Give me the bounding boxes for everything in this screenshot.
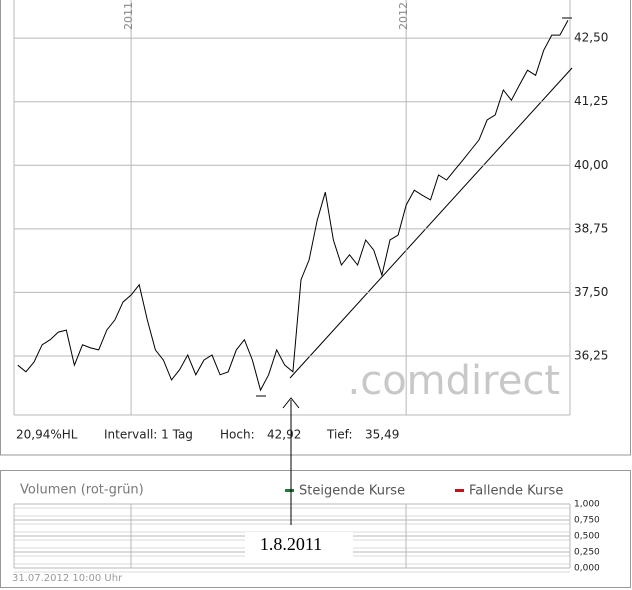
y-tick-label: 37,50	[574, 285, 608, 299]
arrow-head	[282, 397, 300, 409]
y-tick-label: 41,25	[574, 94, 608, 108]
y-tick-label: 0,750	[574, 516, 600, 526]
trend-line	[289, 67, 573, 379]
price-line	[17, 20, 569, 392]
legend-label: Steigende Kurse	[299, 484, 405, 499]
info: Tief:	[326, 428, 353, 442]
main-panel	[0, 0, 631, 456]
y-tick-label: 0,000	[574, 564, 600, 574]
legend-swatch	[285, 489, 294, 492]
watermark: .comdirect	[348, 358, 561, 404]
volume-panel	[0, 470, 631, 588]
y-tick-label: 40,00	[574, 158, 608, 172]
y-tick-label: 42,50	[574, 31, 608, 45]
footer: 31.07.2012 10:00 Uhr	[12, 573, 123, 584]
info: 42,92	[267, 428, 301, 442]
info: Intervall: 1 Tag	[104, 428, 193, 442]
info: Hoch:	[220, 428, 255, 442]
x-tick-label: 2012	[397, 2, 410, 30]
legend-label: Fallende Kurse	[469, 484, 563, 499]
info: 35,49	[365, 428, 399, 442]
legend-swatch	[455, 489, 464, 492]
y-tick-label: 1,000	[574, 500, 600, 510]
annotation: 1.8.2011	[260, 534, 322, 554]
annotation-box	[245, 532, 353, 560]
y-tick-label: 36,25	[574, 349, 608, 363]
y-tick-label: 0,250	[574, 548, 600, 558]
y-tick-label: 0,500	[574, 532, 600, 542]
y-tick-label: 38,75	[574, 221, 608, 235]
x-tick-label: 2011	[122, 2, 135, 30]
info-bar: 20,94%HL Intervall: 1 Tag Hoch: 42,92 Ti…	[16, 428, 399, 442]
info: 20,94%HL	[16, 428, 78, 442]
volume-title: Volumen (rot-grün)	[20, 483, 144, 498]
